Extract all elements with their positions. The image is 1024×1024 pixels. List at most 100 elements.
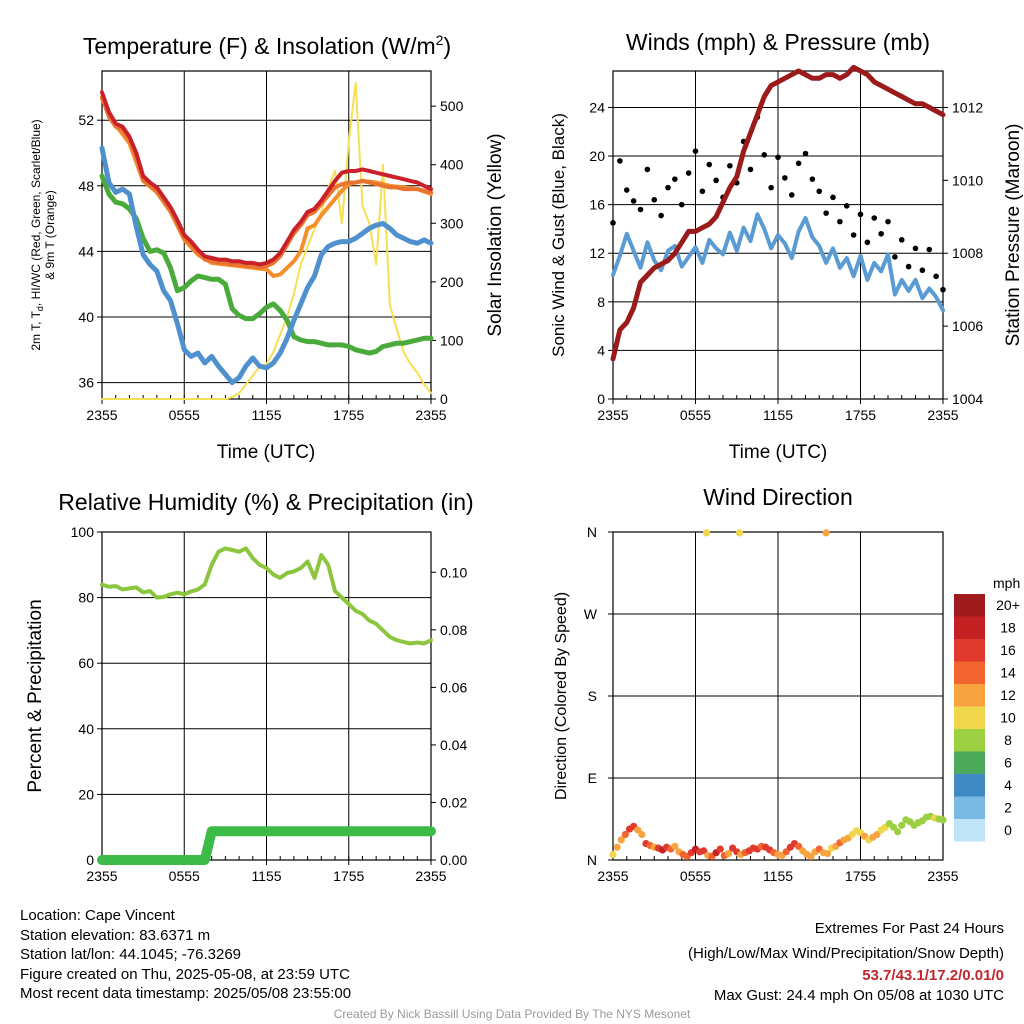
dir-point: [700, 847, 708, 855]
dir-plot-frame: [612, 531, 944, 861]
rh-ytick-label-right: 0.04: [440, 737, 467, 753]
wind-series-sonic-wind: [611, 212, 945, 313]
temp-ytick-label-right: 200: [440, 274, 464, 290]
rh-panel-title: Relative Humidity (%) & Precipitation (i…: [58, 489, 473, 515]
wind-gust-point: [850, 232, 857, 238]
dir-point: [735, 529, 744, 537]
colorbar-swatch: [954, 774, 985, 797]
wind-ytick-label-left: 16: [589, 197, 605, 213]
location-text: Location: Cape Vincent: [20, 907, 175, 924]
wind-gust-point: [823, 210, 829, 216]
wind-gust-point: [898, 237, 905, 243]
wind-gust-point: [809, 176, 816, 182]
rh-ytick-label-right: 0.06: [440, 679, 467, 695]
wind-gust-point: [727, 162, 733, 169]
wind-gust-point: [837, 218, 843, 225]
colorbar-label: 14: [1000, 665, 1016, 681]
wind-gust-point: [919, 267, 926, 274]
wind-gust-point: [665, 184, 671, 191]
wind-xtick-label: 2355: [927, 407, 958, 423]
dir-point: [889, 823, 898, 831]
wind-ylabel-right: Station Pressure (Maroon): [1003, 124, 1024, 347]
credit-text: Created By Nick Bassill Using Data Provi…: [333, 1007, 691, 1021]
dir-point: [671, 842, 679, 850]
dir-point: [617, 836, 625, 844]
wind-xtick-label: 0555: [680, 407, 711, 423]
temp-ylabel-left: 2m T, Td, HI/WC (Red, Green, Scarlet/Blu…: [29, 119, 45, 350]
wind-gust-point: [623, 187, 630, 193]
rh-series-precipitation: [97, 826, 436, 865]
temp-ytick-label-right: 100: [440, 332, 464, 348]
max-gust-text: Max Gust: 24.4 mph On 05/08 at 1030 UTC: [713, 986, 1004, 1004]
wind-gust-point: [940, 286, 946, 293]
extremes-title: Extremes For Past 24 Hours: [814, 920, 1004, 937]
wind-gust-point: [768, 184, 774, 191]
dir-point: [822, 529, 830, 537]
station-info: Location: Cape Vincent Station elevation…: [20, 906, 351, 1004]
colorbar-swatch: [954, 729, 985, 752]
wind-xtick-label: 1155: [763, 407, 793, 423]
dir-point: [638, 830, 646, 839]
wind-gust-point: [706, 161, 713, 168]
wind-gust-point: [713, 177, 719, 184]
temp-panel-title: Temperature (F) & Insolation (W/m2): [83, 32, 451, 59]
dir-point: [609, 850, 617, 859]
wind-gust-point: [802, 150, 809, 157]
dir-ytick-label: W: [584, 606, 598, 622]
rh-ylabel-left: Percent & Precipitation: [25, 599, 46, 792]
dir-panel-title: Wind Direction: [703, 484, 853, 510]
rh-series-humidity: [100, 546, 433, 646]
temp-xtick-label: 2355: [415, 407, 446, 423]
wind-ytick-label-left: 24: [589, 99, 605, 115]
dir-ytick-label: S: [588, 688, 597, 704]
rh-ytick-label-left: 0: [86, 852, 94, 868]
rh-ytick-label-right: 0.10: [440, 564, 467, 580]
dir-ytick-label: N: [587, 524, 597, 540]
wind-ytick-label-left: 8: [597, 294, 605, 310]
wind-gust-point: [878, 230, 884, 237]
latlon-text: Station lat/lon: 44.1045; -76.3269: [20, 946, 242, 963]
dir-ytick-label: E: [588, 770, 597, 786]
colorbar-label: 4: [1004, 777, 1012, 793]
wind-gust-point: [926, 246, 933, 253]
rh-xtick-label: 2355: [415, 868, 446, 884]
temp-xtick-label: 1755: [333, 407, 364, 423]
colorbar-swatch: [954, 639, 985, 662]
colorbar-label: 8: [1004, 732, 1012, 748]
wind-panel-title: Winds (mph) & Pressure (mb): [626, 29, 930, 55]
temp-ylabel-right: Solar Insolation (Yellow): [485, 133, 506, 336]
wind-gust-point: [678, 201, 685, 208]
dir-point: [898, 821, 906, 829]
temp-series-dewpoint: [99, 173, 434, 356]
wind-gust-point: [912, 245, 919, 252]
wind-ytick-label-left: 0: [597, 391, 605, 407]
rh-ytick-label-right: 0.08: [440, 622, 467, 638]
temp-xtick-label: 1155: [251, 407, 281, 423]
colorbar-label: 12: [1000, 687, 1016, 703]
dir-point: [894, 828, 902, 836]
dir-point: [823, 850, 832, 858]
rh-plot-frame: [101, 531, 432, 861]
extremes-info: Extremes For Past 24 Hours (High/Low/Max…: [688, 919, 1004, 1005]
temp-ytick-label-left: 44: [78, 243, 94, 259]
dir-point: [724, 850, 733, 858]
colorbar-swatch: [954, 796, 985, 819]
extremes-values: 53.7/43.1/17.2/0.01/0: [862, 967, 1004, 984]
wind-xtick-label: 1755: [845, 407, 876, 423]
wind-gust-point: [685, 170, 692, 176]
wind-gust-point: [644, 166, 651, 173]
wind-gust-point: [830, 194, 836, 201]
wind-plot-frame: [612, 70, 944, 400]
colorbar-label: 18: [1000, 620, 1016, 636]
temp-ytick-label-right: 400: [440, 157, 464, 173]
wind-ylabel-left: Sonic Wind & Gust (Blue, Black): [549, 113, 568, 357]
wind-gust-point: [892, 254, 898, 260]
created-text: Figure created on Thu, 2025-05-08, at 23…: [20, 965, 350, 983]
wind-gust-point: [795, 160, 802, 167]
rh-ytick-label-right: 0.00: [440, 852, 467, 868]
plot-layer: 2355 0555 1155 1755 235536404448520100200300…: [71, 64, 1020, 884]
dir-xtick-label: 1755: [845, 868, 876, 884]
rh-xtick-label: 1755: [333, 868, 364, 884]
wind-ytick-label-left: 20: [589, 148, 605, 164]
